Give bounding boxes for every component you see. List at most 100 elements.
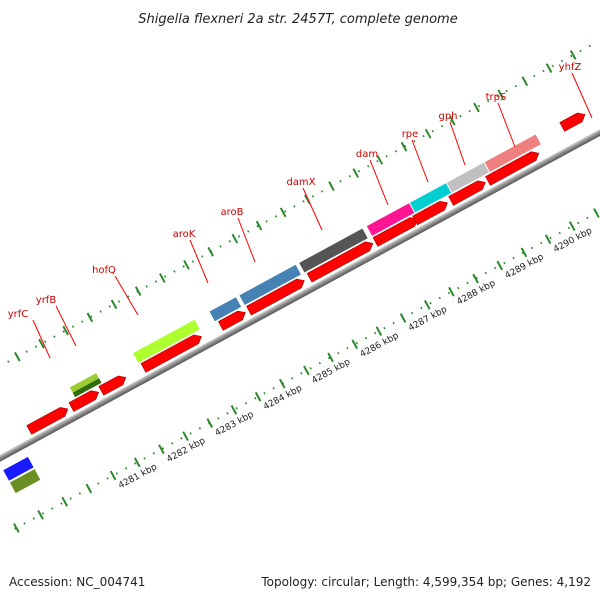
major-tick xyxy=(231,233,239,244)
gene-block-olive xyxy=(9,469,41,494)
leader-line xyxy=(189,239,209,284)
major-tick xyxy=(182,431,189,441)
leader-line xyxy=(449,121,466,166)
upper-major-ticks xyxy=(14,50,577,362)
leader-line xyxy=(32,319,51,359)
kbp-label: 4283 kbp xyxy=(214,410,256,439)
major-tick xyxy=(13,523,20,533)
lower-major-ticks xyxy=(13,208,600,533)
major-tick xyxy=(399,313,407,323)
leader-line xyxy=(237,217,256,263)
kbp-label: 4284 kbp xyxy=(262,383,304,412)
kbp-label: 4281 kbp xyxy=(117,462,159,491)
major-tick xyxy=(496,260,504,271)
cds-arrow xyxy=(140,334,202,373)
major-tick xyxy=(279,207,287,218)
gene-label: gph xyxy=(438,111,457,122)
label-leader-lines xyxy=(32,72,593,359)
cds-arrow xyxy=(306,241,374,283)
major-tick xyxy=(207,246,214,257)
cds-arrow xyxy=(217,310,246,331)
major-tick xyxy=(110,299,118,310)
genome-summary-text: Topology: circular; Length: 4,599,354 bp… xyxy=(260,575,591,589)
cds-arrow xyxy=(246,278,305,316)
gene-label: damX xyxy=(286,177,315,188)
major-tick xyxy=(303,365,310,376)
leader-line xyxy=(571,72,593,119)
kbp-label: 4285 kbp xyxy=(310,357,352,386)
cds-arrow-row xyxy=(26,112,586,435)
major-tick xyxy=(109,470,117,481)
gene-label: aroB xyxy=(221,207,244,218)
major-tick xyxy=(352,168,359,178)
leader-line xyxy=(497,102,516,148)
gene-block-dam xyxy=(366,203,415,236)
gene-block-trps xyxy=(484,134,541,172)
major-tick xyxy=(159,273,166,283)
accession-text: Accession: NC_004741 xyxy=(9,575,145,589)
leader-line xyxy=(369,159,389,206)
major-tick xyxy=(206,418,214,428)
kbp-label: 4290 kbp xyxy=(552,226,594,255)
major-tick xyxy=(593,208,600,218)
kbp-label: 4288 kbp xyxy=(455,278,497,307)
gene-block-arob xyxy=(239,264,301,306)
major-tick xyxy=(230,404,238,415)
major-tick xyxy=(183,260,190,270)
major-tick xyxy=(472,273,479,284)
major-tick xyxy=(545,63,553,73)
gene-label: trpS xyxy=(486,92,507,103)
gene-label: hofQ xyxy=(92,265,116,276)
major-tick xyxy=(375,326,383,336)
cds-arrow xyxy=(412,200,448,226)
major-tick xyxy=(423,300,431,310)
gene-block-rpe xyxy=(409,183,452,213)
gene-label: yrfB xyxy=(36,295,57,306)
cds-arrow xyxy=(448,180,486,206)
kbp-label: 4282 kbp xyxy=(165,436,207,465)
major-tick xyxy=(254,391,262,402)
leader-line xyxy=(55,305,77,347)
gene-label: rpe xyxy=(402,129,419,140)
major-tick xyxy=(61,496,68,507)
major-tick xyxy=(86,312,94,323)
cds-arrow xyxy=(485,151,540,186)
major-tick xyxy=(134,286,142,297)
map-title: Shigella flexneri 2a str. 2457T, complet… xyxy=(138,12,457,27)
kbp-label: 4287 kbp xyxy=(407,305,449,334)
kbp-label: 4286 kbp xyxy=(359,331,401,360)
major-tick xyxy=(520,247,528,258)
cds-arrow xyxy=(68,390,100,412)
leader-line xyxy=(114,275,139,316)
gene-block-hofq xyxy=(133,319,200,363)
cds-arrow xyxy=(26,407,69,435)
gene-block-damx xyxy=(299,228,368,273)
major-tick xyxy=(278,378,286,389)
gene-block-yrfc xyxy=(72,378,102,398)
major-tick xyxy=(448,286,455,297)
major-tick xyxy=(473,102,480,113)
major-tick xyxy=(351,339,359,350)
major-tick xyxy=(38,338,45,349)
major-tick xyxy=(568,221,576,232)
cds-arrow xyxy=(98,375,127,396)
gene-label: dam xyxy=(356,149,378,160)
major-tick xyxy=(158,444,165,455)
gene-label: yrfC xyxy=(8,309,29,320)
genome-backbone xyxy=(0,112,600,471)
gene-block-gph xyxy=(446,162,489,193)
major-tick xyxy=(62,325,69,336)
kbp-label: 4289 kbp xyxy=(504,252,546,281)
major-tick xyxy=(521,76,529,87)
major-tick xyxy=(376,155,384,165)
major-tick xyxy=(255,220,263,231)
gene-label: yhfZ xyxy=(559,62,582,73)
major-tick xyxy=(449,115,456,126)
major-tick xyxy=(14,351,21,362)
major-tick xyxy=(37,509,44,520)
major-tick xyxy=(544,234,552,245)
lower-tick-track xyxy=(14,174,600,530)
gene-label: aroK xyxy=(173,229,196,240)
major-tick xyxy=(569,50,577,60)
